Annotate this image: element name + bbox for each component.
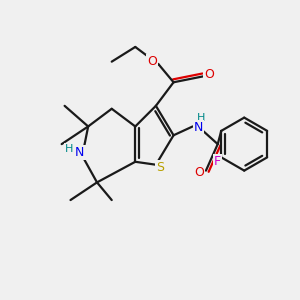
Text: O: O <box>147 55 157 68</box>
Text: N: N <box>194 122 203 134</box>
Text: F: F <box>214 155 221 168</box>
Text: H: H <box>196 113 205 123</box>
Text: H: H <box>65 143 73 154</box>
Text: O: O <box>194 166 204 178</box>
Text: O: O <box>204 68 214 81</box>
Text: N: N <box>75 146 85 159</box>
Text: S: S <box>156 160 164 174</box>
